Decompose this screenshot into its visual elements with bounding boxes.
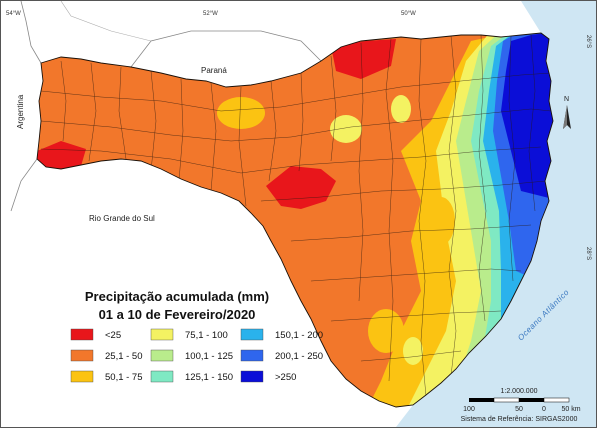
red-zone-west <box>37 141 86 171</box>
coord-lon1: 54°W <box>6 11 21 17</box>
red-zone-center <box>266 166 336 209</box>
scale-tick-2: 50 <box>515 406 523 413</box>
legend-label-8: 200,1 - 250 <box>275 351 323 362</box>
scale-tick-3: 0 <box>542 406 546 413</box>
legend-swatch-2 <box>70 349 94 362</box>
legend-swatch-9 <box>240 370 264 383</box>
legend-swatch-5 <box>150 349 174 362</box>
scale-bar <box>469 397 570 403</box>
coord-lon2: 52°W <box>203 11 218 17</box>
map-title-line1: Precipitação acumulada (mm) <box>85 289 269 304</box>
legend-label-3: 50,1 - 75 <box>105 372 143 383</box>
border-line <box>60 1 152 42</box>
label-argentina: Argentina <box>16 94 25 129</box>
legend-swatch-4 <box>150 328 174 341</box>
map-title-line2: 01 a 10 de Fevereiro/2020 <box>99 307 256 322</box>
label-parana: Paraná <box>201 66 227 75</box>
municipal-borders <box>40 34 552 397</box>
legend-label-7: 150,1 - 200 <box>275 330 323 341</box>
label-rio-grande-do-sul: Rio Grande do Sul <box>89 214 155 223</box>
coord-lat1: 26°S <box>585 35 591 48</box>
legend-label-9: >250 <box>275 372 296 383</box>
legend-swatch-6 <box>150 370 174 383</box>
legend-swatch-3 <box>70 370 94 383</box>
yellow-patch-4 <box>427 197 455 245</box>
legend-swatch-1 <box>70 328 94 341</box>
legend-swatch-8 <box>240 349 264 362</box>
border-rs <box>10 158 38 212</box>
legend-label-2: 25,1 - 50 <box>105 351 143 362</box>
scale-tick-4: 50 km <box>561 406 580 413</box>
legend-label-1: <25 <box>105 330 121 341</box>
legend: <25 25,1 - 50 50,1 - 75 75,1 - 100 100,1… <box>70 328 323 383</box>
yellow-patch-3 <box>391 95 411 123</box>
legend-label-4: 75,1 - 100 <box>185 330 228 341</box>
reference-system: Sistema de Referência: SIRGAS2000 <box>461 416 578 423</box>
legend-label-6: 125,1 - 150 <box>185 372 233 383</box>
scale-tick-1: 100 <box>463 406 475 413</box>
north-arrow-icon <box>563 105 571 129</box>
yellow-patch-2 <box>330 115 362 143</box>
coord-lat2: 28°S <box>585 247 591 260</box>
red-zone-north <box>331 39 396 79</box>
ocean-area <box>396 1 596 427</box>
north-label: N <box>564 96 569 103</box>
legend-label-5: 100,1 - 125 <box>185 351 233 362</box>
yellow-patch-6 <box>403 337 423 365</box>
yellow-patch-1 <box>217 97 265 129</box>
scale-ratio: 1:2.000.000 <box>501 388 538 395</box>
coord-lon3: 50°W <box>401 11 416 17</box>
yellow-patch-5 <box>368 309 404 353</box>
border-parana <box>130 30 322 68</box>
legend-swatch-7 <box>240 328 264 341</box>
border-argentina <box>20 1 42 64</box>
